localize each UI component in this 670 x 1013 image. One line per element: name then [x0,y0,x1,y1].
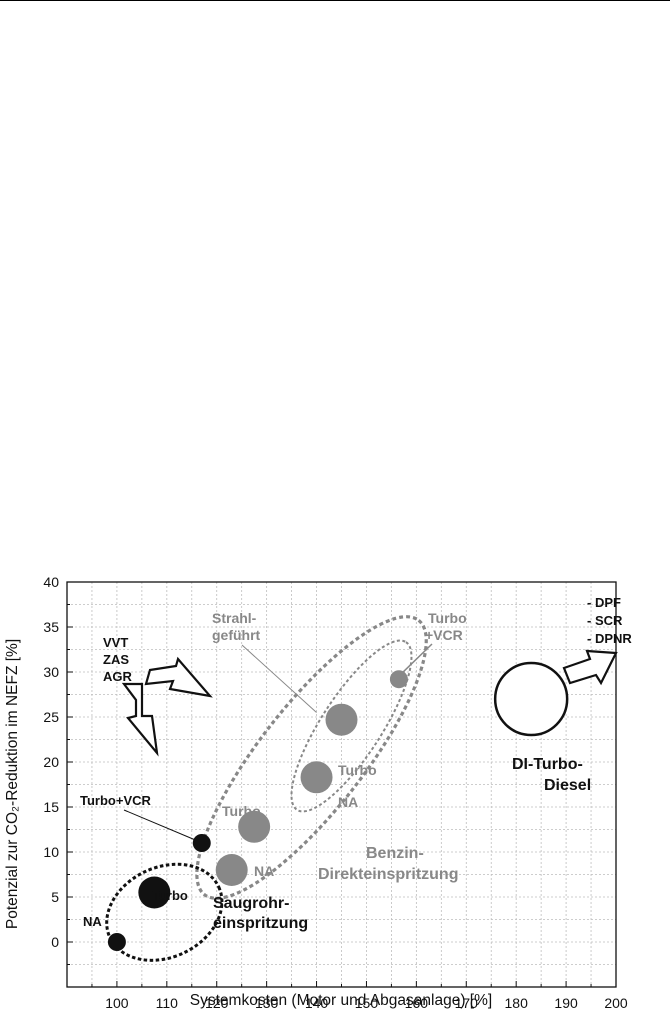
turbo-vcr-gray-leader [401,643,433,674]
label-benzin-1: Benzin- [366,845,424,862]
grid-lines [67,581,617,987]
strahl-gefuehrt-leader [241,644,317,713]
label-na-gray-b: NA [338,794,358,810]
page-top-rule [0,0,670,1]
axis-ticks: 100 110 120 130 140 150 160 170 180 190 200 0 5 10 15 2… [43,574,627,1011]
label-diesel-2: Diesel [544,777,591,794]
label-dpf: - DPF [587,595,621,610]
label-turbo-vcr-black: Turbo+VCR [80,793,152,808]
y-tick-label: 15 [43,799,59,815]
y-tick-label: 30 [43,664,59,680]
data-point [493,661,569,737]
saugrohreinspritzung-ellipse [105,862,224,962]
turbo-vcr-black-leader [123,809,198,842]
label-turbo-gray-b: Turbo [338,762,377,778]
y-tick-label: 40 [43,574,59,590]
co2-cost-scatter-chart: 100 110 120 130 140 150 160 170 180 190 200 0 5 10 15 2… [4,574,632,1011]
y-tick-label: 5 [51,889,59,905]
x-tick-label: 200 [604,995,628,1011]
y-tick-label: 10 [43,844,59,860]
label-turbo-gray-a: Turbo [222,803,261,819]
x-tick-label: 140 [305,995,329,1011]
x-tick-label: 160 [405,995,429,1011]
label-turbo-vcr-gray-2: +VCR [425,627,463,643]
y-tick-label: 25 [43,709,59,725]
x-tick-label: 120 [205,995,229,1011]
label-turbo-black: Turbo [152,888,188,903]
label-saugrohr-2: einspritzung [213,915,308,932]
data-point [389,670,408,689]
label-strahl-1: Strahl- [212,610,257,626]
x-tick-label: 130 [255,995,279,1011]
label-strahl-2: geführt [212,627,261,643]
hollow-arrow-right-icon [144,656,213,698]
data-point [325,703,358,736]
data-point [138,876,171,909]
data-point [238,810,271,843]
label-saugrohr-1: Saugrohr- [213,895,289,912]
label-agr: AGR [103,669,133,684]
label-vvt: VVT [103,635,128,650]
x-tick-label: 190 [554,995,578,1011]
y-tick-label: 35 [43,619,59,635]
label-benzin-2: Direkteinspritzung [318,866,458,883]
data-point [192,834,211,852]
data-point [107,933,126,951]
annotation-labels: VVT ZAS AGR Turbo+VCR Turbo NA Saugrohr-… [80,595,632,932]
x-tick-label: 170 [455,995,479,1011]
x-tick-label: 100 [105,995,129,1011]
label-na-gray-a: NA [254,863,274,879]
x-tick-label: 150 [355,995,379,1011]
hollow-arrow-diesel-icon [562,649,618,686]
label-diesel-1: DI-Turbo- [512,756,583,773]
label-dpnr: - DPNR [587,631,632,646]
data-point [300,761,333,794]
x-tick-label: 110 [156,995,179,1011]
y-axis-title: Potenzial zur CO₂-Reduktion im NEFZ [%] [4,639,21,929]
x-tick-label: 180 [505,995,529,1011]
y-tick-label: 20 [43,754,59,770]
x-axis-title: Systemkosten (Motor und Abgasanlage) [%] [190,992,492,1009]
data-point [215,854,248,886]
hollow-arrow-down-icon [121,682,159,757]
label-na-black: NA [83,914,102,929]
label-zas: ZAS [103,652,129,667]
data-points [107,661,569,951]
label-scr: - SCR [587,613,623,628]
y-tick-label: 0 [51,934,59,950]
label-turbo-vcr-gray-1: Turbo [428,610,467,626]
